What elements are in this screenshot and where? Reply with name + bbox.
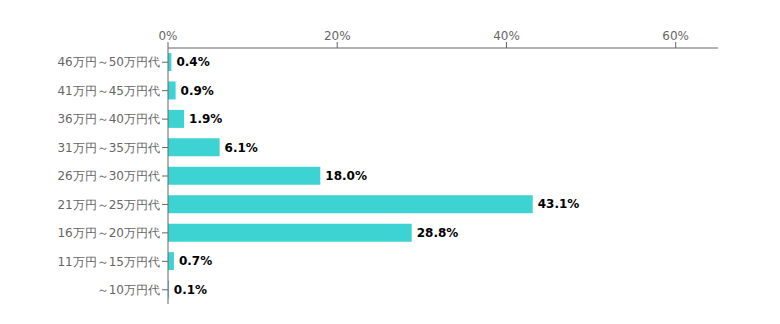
svg-text:11万円～15万円代: 11万円～15万円代: [57, 255, 160, 269]
svg-text:0.7%: 0.7%: [179, 254, 212, 268]
svg-text:26万円～30万円代: 26万円～30万円代: [57, 169, 160, 183]
svg-text:40%: 40%: [493, 29, 520, 43]
svg-text:～10万円代: ～10万円代: [97, 283, 160, 297]
svg-text:1.9%: 1.9%: [189, 112, 222, 126]
svg-text:43.1%: 43.1%: [538, 197, 580, 211]
svg-text:60%: 60%: [662, 29, 689, 43]
svg-text:36万円～40万円代: 36万円～40万円代: [57, 112, 160, 126]
svg-text:6.1%: 6.1%: [225, 141, 258, 155]
svg-text:28.8%: 28.8%: [417, 226, 459, 240]
svg-text:0.1%: 0.1%: [174, 283, 207, 297]
svg-text:0.9%: 0.9%: [181, 84, 214, 98]
svg-text:46万円～50万円代: 46万円～50万円代: [57, 55, 160, 69]
svg-text:41万円～45万円代: 41万円～45万円代: [57, 84, 160, 98]
svg-text:0.4%: 0.4%: [176, 55, 209, 69]
svg-text:21万円～25万円代: 21万円～25万円代: [57, 198, 160, 212]
svg-text:16万円～20万円代: 16万円～20万円代: [57, 226, 160, 240]
svg-text:20%: 20%: [324, 29, 351, 43]
svg-text:18.0%: 18.0%: [325, 169, 367, 183]
svg-text:0%: 0%: [158, 29, 177, 43]
svg-text:31万円～35万円代: 31万円～35万円代: [57, 141, 160, 155]
